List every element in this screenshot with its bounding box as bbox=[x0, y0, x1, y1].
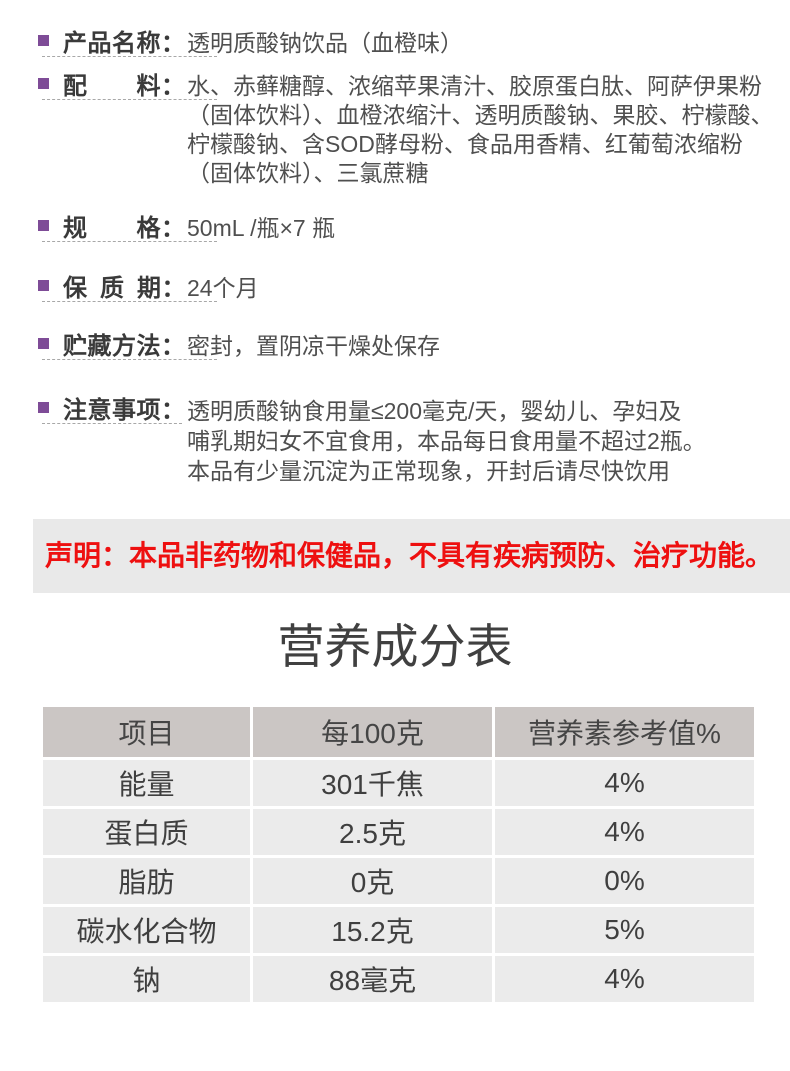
nutrition-cell: 蛋白质 bbox=[43, 809, 250, 855]
info-value-storage: 密封，置阴凉干燥处保存 bbox=[187, 333, 440, 359]
nutrition-header-cell: 项目 bbox=[43, 707, 250, 757]
info-label-precautions: 注意事项： bbox=[63, 397, 186, 424]
nutrition-cell: 4% bbox=[495, 760, 754, 806]
dashed-underline bbox=[42, 301, 217, 302]
nutrition-cell: 能量 bbox=[43, 760, 250, 806]
nutrition-cell: 15.2克 bbox=[253, 907, 492, 953]
bullet-square-icon bbox=[38, 338, 49, 349]
nutrition-table-title: 营养成分表 bbox=[277, 620, 513, 673]
dashed-underline bbox=[42, 423, 182, 424]
nutrition-cell: 钠 bbox=[43, 956, 250, 1002]
info-label-ingredients: 配 料： bbox=[63, 73, 186, 100]
nutrition-cell: 2.5克 bbox=[253, 809, 492, 855]
dashed-underline bbox=[42, 241, 217, 242]
bullet-square-icon bbox=[38, 280, 49, 291]
info-value-product-name: 透明质酸钠饮品（血橙味） bbox=[187, 30, 463, 56]
nutrition-cell: 4% bbox=[495, 956, 754, 1002]
nutrition-cell: 0克 bbox=[253, 858, 492, 904]
bullet-square-icon bbox=[38, 402, 49, 413]
nutrition-cell: 5% bbox=[495, 907, 754, 953]
nutrition-cell: 88毫克 bbox=[253, 956, 492, 1002]
info-label-product-name: 产品名称： bbox=[63, 30, 186, 57]
info-value-shelf-life: 24个月 bbox=[187, 275, 259, 301]
nutrition-cell: 碳水化合物 bbox=[43, 907, 250, 953]
nutrition-cell: 301千焦 bbox=[253, 760, 492, 806]
dashed-underline bbox=[42, 359, 217, 360]
info-label-specification: 规 格： bbox=[63, 215, 186, 242]
nutrition-cell: 0% bbox=[495, 858, 754, 904]
nutrition-cell: 脂肪 bbox=[43, 858, 250, 904]
nutrition-header-cell: 营养素参考值% bbox=[495, 707, 754, 757]
nutrition-table: 项目 每100克 营养素参考值% 能量 301千焦 4% 蛋白质 2.5克 4%… bbox=[43, 707, 754, 1002]
disclaimer-banner: 声明：本品非药物和保健品，不具有疾病预防、治疗功能。 bbox=[33, 519, 790, 593]
nutrition-header-cell: 每100克 bbox=[253, 707, 492, 757]
bullet-square-icon bbox=[38, 78, 49, 89]
info-value-ingredients: 水、赤藓糖醇、浓缩苹果清汁、胶原蛋白肽、阿萨伊果粉 （固体饮料）、血橙浓缩汁、透… bbox=[187, 73, 774, 186]
dashed-underline bbox=[42, 99, 217, 100]
info-label-shelf-life: 保 质 期： bbox=[63, 275, 186, 302]
info-value-precautions: 透明质酸钠食用量≤200毫克/天，婴幼儿、孕妇及 哺乳期妇女不宜食用，本品每日食… bbox=[187, 398, 706, 484]
info-value-specification: 50mL /瓶×7 瓶 bbox=[187, 215, 336, 241]
info-label-storage: 贮藏方法： bbox=[63, 333, 186, 360]
dashed-underline bbox=[42, 56, 217, 57]
nutrition-cell: 4% bbox=[495, 809, 754, 855]
bullet-square-icon bbox=[38, 220, 49, 231]
disclaimer-text: 声明：本品非药物和保健品，不具有疾病预防、治疗功能。 bbox=[45, 540, 774, 571]
bullet-square-icon bbox=[38, 35, 49, 46]
